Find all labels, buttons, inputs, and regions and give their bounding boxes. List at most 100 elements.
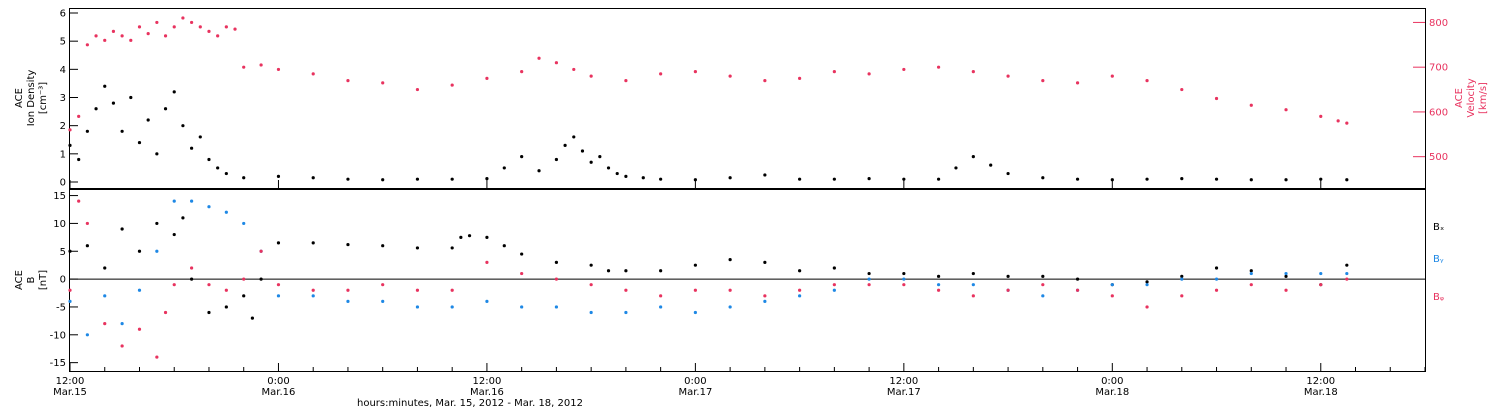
- top-density-point: [1180, 177, 1184, 181]
- bottom-bx-point: [1041, 274, 1045, 278]
- bottom-bz-point: [624, 288, 628, 292]
- top-velocity-point: [798, 76, 802, 80]
- top-density-point: [85, 129, 89, 133]
- x-tick-time-label: 0:00: [684, 376, 706, 387]
- bottom-bx-point: [1284, 274, 1288, 278]
- bottom-bx-point: [137, 249, 142, 253]
- bottom-by-point: [728, 305, 732, 309]
- bottom-bx-point: [172, 232, 176, 237]
- top-density-point: [242, 176, 246, 180]
- bottom-by-point: [832, 288, 836, 292]
- bottom-by-point: [589, 310, 593, 315]
- bottom-bx-point: [311, 241, 315, 245]
- bottom-bx-point: [346, 242, 350, 247]
- bottom-by-point: [798, 294, 802, 298]
- top-velocity-point: [111, 29, 116, 33]
- x-tick-time-label: 0:00: [1101, 376, 1123, 387]
- top-velocity-point: [276, 67, 281, 72]
- bottom-by-point: [242, 221, 246, 226]
- bottom-bx-point: [520, 252, 524, 256]
- top-density-point: [502, 166, 506, 170]
- top-velocity-point: [181, 16, 185, 20]
- x-tick-date-label: Mar.17: [887, 387, 921, 398]
- top-density-point: [598, 155, 602, 159]
- top-velocity-point: [1214, 96, 1219, 101]
- bottom-bz-point: [1249, 283, 1253, 287]
- bottom-bz-point: [450, 288, 454, 292]
- top-density-point: [572, 135, 576, 139]
- top-velocity-point: [1006, 74, 1010, 78]
- top-velocity-point: [172, 25, 176, 29]
- bottom-bx-point: [624, 269, 628, 273]
- top-density-point: [381, 178, 385, 182]
- x-tick-date-label: Mar.18: [1095, 387, 1129, 398]
- bottom-bx-point: [1145, 280, 1149, 284]
- top-density-point: [954, 166, 958, 170]
- bottom-left-ylabel-line3: [nT]: [38, 270, 49, 290]
- bottom-by-point: [554, 305, 559, 309]
- top-density-point: [103, 84, 107, 88]
- x-tick-time-label: 0:00: [267, 376, 289, 387]
- bottom-by-point: [1180, 277, 1184, 281]
- bottom-bz-point: [172, 283, 176, 287]
- top-velocity-point: [415, 87, 420, 92]
- top-density-point: [120, 129, 124, 133]
- bottom-bx-point: [485, 235, 489, 239]
- bottom-bz-point: [1006, 288, 1010, 292]
- bottom-bx-point: [381, 244, 385, 248]
- top-velocity-point: [572, 67, 576, 72]
- bottom-by-point: [155, 249, 159, 253]
- bottom-by-point: [1041, 294, 1045, 298]
- top-density-point: [728, 176, 732, 180]
- bottom-bx-point: [589, 263, 593, 267]
- bottom-ytick-label: 10: [53, 219, 66, 230]
- top-velocity-point: [1249, 103, 1253, 107]
- bottom-bz-point: [798, 288, 802, 292]
- top-velocity-point: [1336, 119, 1340, 123]
- top-velocity-point: [589, 74, 593, 78]
- top-density-point: [1284, 178, 1288, 182]
- top-left-ylabel-line1: ACE: [14, 88, 25, 108]
- bottom-bx-point: [415, 246, 420, 250]
- bottom-bx-point: [763, 260, 767, 264]
- top-velocity-point: [346, 79, 350, 83]
- bottom-ytick-label: 5: [60, 247, 66, 258]
- bottom-by-point: [1345, 271, 1349, 276]
- top-density-point: [615, 171, 619, 176]
- top-velocity-point: [216, 34, 220, 38]
- top-panel-frame: [69, 8, 1426, 189]
- top-velocity-point: [120, 34, 124, 38]
- top-velocity-point: [1345, 121, 1349, 125]
- top-right-ytick-label: 500: [1429, 152, 1448, 163]
- top-density-point: [936, 177, 941, 181]
- x-tick-time-label: 12:00: [889, 376, 918, 387]
- bottom-ytick-label: -5: [56, 302, 66, 313]
- top-right-ytick-label: 700: [1429, 63, 1448, 74]
- top-density-point: [415, 177, 420, 181]
- bottom-bz-point: [381, 283, 385, 287]
- bottom-bz-point: [728, 288, 732, 292]
- x-tick-date-label: Mar.17: [678, 387, 712, 398]
- bottom-bx-point: [1249, 269, 1253, 273]
- bottom-bz-point: [589, 283, 593, 287]
- top-right-ytick-label: 800: [1429, 18, 1448, 29]
- bottom-by-point: [971, 283, 975, 287]
- top-velocity-point: [520, 70, 524, 74]
- top-density-point: [216, 166, 220, 170]
- bottom-bz-point: [163, 310, 168, 315]
- top-density-point: [1345, 178, 1349, 182]
- bottom-by-point: [172, 199, 176, 203]
- top-velocity-point: [763, 79, 767, 83]
- x-axis-title: hours:minutes, Mar. 15, 2012 - Mar. 18, …: [357, 398, 583, 409]
- top-density-point: [520, 155, 524, 159]
- top-left-ytick-label: 1: [60, 149, 66, 160]
- top-velocity-point: [1041, 79, 1045, 83]
- top-velocity-point: [1110, 74, 1114, 78]
- bottom-bz-point: [1345, 277, 1349, 281]
- bottom-bz-point: [902, 283, 906, 287]
- x-tick-date-label: Mar.16: [262, 387, 296, 398]
- top-density-point: [198, 135, 202, 139]
- top-velocity-point: [155, 20, 159, 25]
- bottom-by-point: [693, 310, 697, 315]
